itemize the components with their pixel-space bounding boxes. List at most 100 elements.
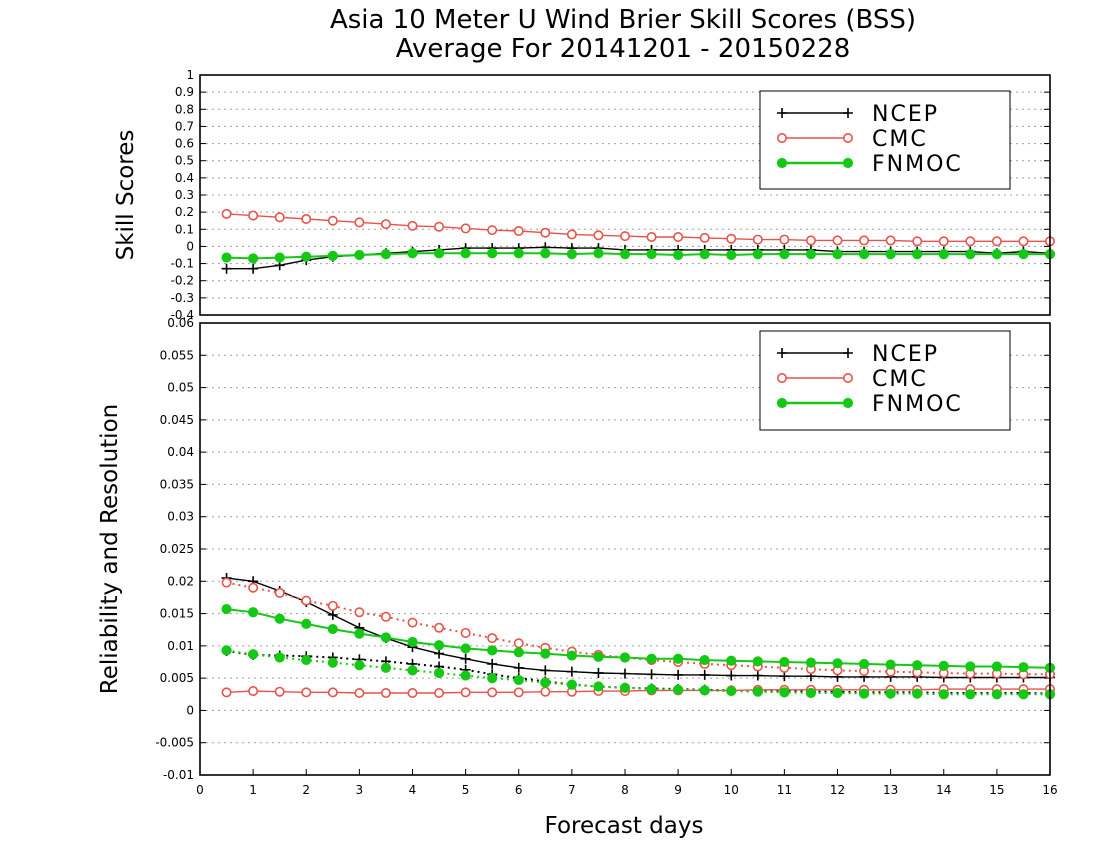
data-point <box>593 248 604 259</box>
data-point <box>593 667 604 678</box>
data-point <box>540 227 551 238</box>
y-tick-label: 0.025 <box>160 542 194 556</box>
y-tick-label: -0.3 <box>171 291 194 305</box>
data-point <box>274 252 285 263</box>
data-point <box>301 654 312 666</box>
data-point <box>327 215 338 226</box>
legend-marker <box>842 133 853 144</box>
y-tick-label: 0 <box>186 703 194 717</box>
data-point <box>460 687 471 698</box>
data-point <box>327 623 338 635</box>
data-point <box>460 670 471 681</box>
data-point <box>433 248 445 259</box>
x-tick-label: 5 <box>462 783 470 797</box>
data-point <box>221 645 232 656</box>
data-point <box>433 667 445 679</box>
y-tick-label: 0.015 <box>160 607 194 621</box>
data-point <box>513 647 524 658</box>
data-point <box>858 688 870 699</box>
y-tick-label: 0.02 <box>167 574 194 588</box>
data-point <box>912 660 923 671</box>
data-point <box>327 609 338 620</box>
data-point <box>726 655 737 666</box>
data-point <box>487 645 498 656</box>
data-point <box>1018 236 1029 247</box>
data-point <box>221 252 232 263</box>
data-point <box>593 651 604 662</box>
data-point <box>354 660 365 671</box>
data-point <box>433 640 445 651</box>
y-tick-label: -0.005 <box>155 736 194 750</box>
data-point <box>327 687 338 698</box>
data-point <box>991 236 1002 247</box>
y-tick-label: 0.03 <box>167 510 194 524</box>
x-axis-title: Forecast days <box>545 813 704 839</box>
legend-marker <box>842 372 853 383</box>
data-point <box>805 657 817 668</box>
data-point <box>673 653 684 664</box>
data-point <box>274 587 285 598</box>
data-point <box>407 617 418 628</box>
legend-marker <box>843 348 853 358</box>
y-tick-label: 0.1 <box>175 222 194 236</box>
data-point <box>646 684 657 695</box>
data-point <box>858 249 870 260</box>
data-point <box>487 225 498 236</box>
data-point <box>301 251 312 262</box>
data-point <box>832 687 843 699</box>
y-tick-label: -0.2 <box>171 274 194 288</box>
data-point <box>938 236 949 247</box>
x-tick-label: 16 <box>1042 783 1057 797</box>
data-point <box>619 231 630 242</box>
data-point <box>380 249 392 260</box>
chart-subtitle: Average For 20141201 - 20150228 <box>396 34 851 64</box>
data-point <box>699 232 710 243</box>
y-tick-label: 0.035 <box>160 477 194 491</box>
data-point <box>752 656 763 667</box>
data-point <box>274 686 285 697</box>
x-tick-label: 8 <box>621 783 629 797</box>
data-point <box>885 235 896 246</box>
data-point <box>434 687 445 698</box>
data-point <box>726 233 737 244</box>
x-tick-label: 10 <box>724 783 739 797</box>
data-point <box>752 686 763 697</box>
skill-scores-axis-title: Skill Scores <box>113 130 139 261</box>
y-tick-label: 0.055 <box>160 348 194 362</box>
data-point <box>646 249 657 260</box>
data-point <box>327 657 338 668</box>
data-point <box>248 582 259 593</box>
data-point <box>327 250 338 261</box>
data-point <box>991 689 1002 700</box>
data-point <box>407 665 418 676</box>
data-point <box>699 249 710 260</box>
data-point <box>513 248 524 259</box>
data-point <box>460 653 471 664</box>
y-tick-label: 0.045 <box>160 413 194 427</box>
data-point <box>460 627 471 638</box>
data-point <box>858 658 870 670</box>
data-point <box>221 208 232 219</box>
data-point <box>593 230 604 241</box>
data-point <box>248 210 259 221</box>
data-point <box>673 249 684 261</box>
y-tick-label: 0.8 <box>175 102 194 116</box>
data-point <box>566 666 577 677</box>
data-point <box>593 681 604 692</box>
data-point <box>965 661 976 672</box>
data-point <box>805 235 816 246</box>
y-tick-label: 0.01 <box>167 639 194 653</box>
legend-marker <box>777 108 787 118</box>
reliability-resolution-axis-title: Reliability and Resolution <box>97 404 123 694</box>
y-tick-label: 0.6 <box>175 137 194 151</box>
legend-marker <box>776 157 788 169</box>
y-tick-label: 0.4 <box>175 171 194 185</box>
y-tick-label: 0.06 <box>167 316 194 330</box>
data-point <box>301 214 312 225</box>
data-point <box>407 687 418 698</box>
x-tick-label: 0 <box>196 783 204 797</box>
data-point <box>274 652 285 663</box>
data-point <box>938 249 949 260</box>
legend-label: FNMOC <box>872 392 963 417</box>
data-point <box>859 235 870 246</box>
